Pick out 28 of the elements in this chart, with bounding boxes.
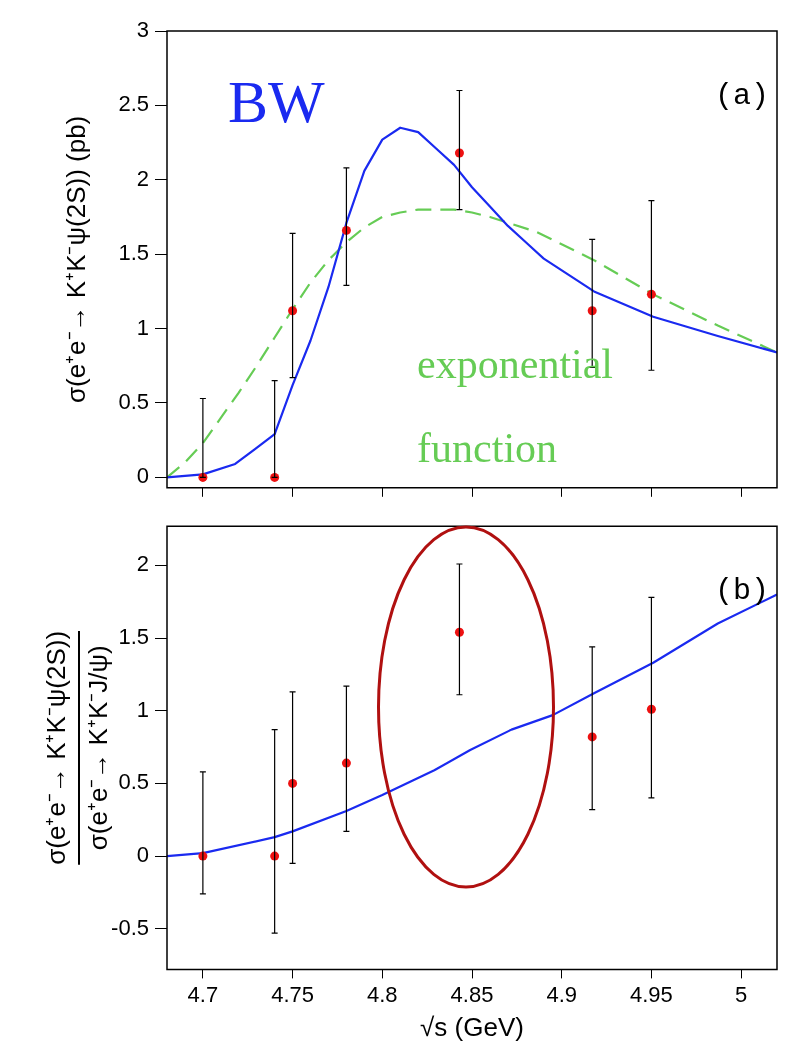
- x-tick-label: 4.95: [630, 981, 673, 1007]
- y-tick-label: 2: [136, 551, 149, 577]
- y-axis-title: σ(e⁺e⁻→ K⁺K⁻ψ(2S)) σ(e⁺e⁻→ K⁺K⁻J/ψ): [41, 630, 114, 865]
- x-tick-label: 4.85: [450, 981, 494, 1007]
- y-tick-label: 1.5: [118, 240, 149, 266]
- line-series: [167, 208, 777, 479]
- y-tick-label: 1: [136, 696, 149, 722]
- x-axis-title: √s (GeV): [420, 1011, 524, 1042]
- series-label: exponential function: [417, 341, 614, 472]
- series-label: BW: [228, 69, 326, 136]
- y-tick-label: 1: [136, 314, 149, 340]
- x-tick-label: 4.9: [546, 981, 577, 1007]
- annotation: (b): [714, 574, 769, 609]
- y-axis-title: σ(e⁺e⁻→ K⁺K⁻ψ(2S)) (pb): [61, 115, 92, 404]
- x-tick-label: 5: [734, 981, 748, 1007]
- y-tick-label: 0: [136, 463, 149, 489]
- y-tick-label: -0.5: [111, 914, 149, 940]
- y-tick-label: 0.5: [118, 389, 149, 415]
- x-tick-label: 4.7: [187, 981, 219, 1007]
- y-tick-label: 1.5: [118, 624, 149, 650]
- annotation: (a): [714, 78, 769, 113]
- y-tick-label: 2: [136, 165, 149, 191]
- x-tick-label: 4.75: [271, 981, 314, 1007]
- y-tick-label: 3: [136, 17, 149, 43]
- y-tick-label: 2.5: [118, 91, 149, 117]
- x-tick-label: 4.8: [367, 981, 398, 1007]
- y-tick-label: 0: [136, 842, 149, 868]
- y-tick-label: 0.5: [118, 769, 149, 795]
